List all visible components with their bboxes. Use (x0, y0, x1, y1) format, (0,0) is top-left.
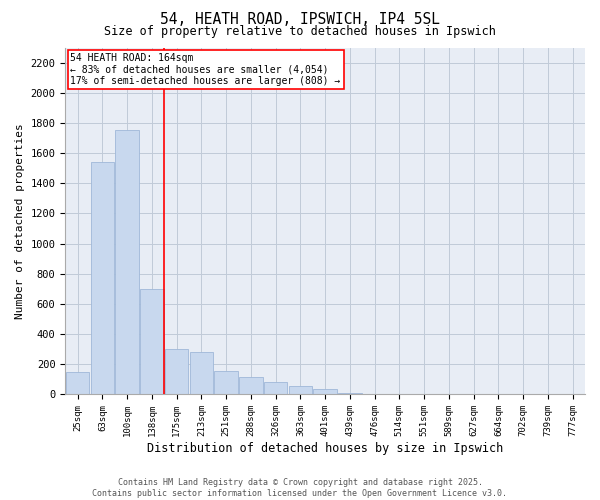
Bar (239, 377, 263, 394)
X-axis label: Distribution of detached houses by size in Ipswich: Distribution of detached houses by size … (147, 442, 503, 455)
Bar (289, 386, 312, 394)
Text: Size of property relative to detached houses in Ipswich: Size of property relative to detached ho… (104, 25, 496, 38)
Bar (91, 162, 114, 394)
Bar (140, 289, 164, 395)
Text: 54 HEATH ROAD: 164sqm
← 83% of detached houses are smaller (4,054)
17% of semi-d: 54 HEATH ROAD: 164sqm ← 83% of detached … (70, 52, 341, 86)
Bar (264, 382, 287, 394)
Bar (115, 130, 139, 394)
Y-axis label: Number of detached properties: Number of detached properties (15, 123, 25, 319)
Text: Contains HM Land Registry data © Crown copyright and database right 2025.
Contai: Contains HM Land Registry data © Crown c… (92, 478, 508, 498)
Text: 54, HEATH ROAD, IPSWICH, IP4 5SL: 54, HEATH ROAD, IPSWICH, IP4 5SL (160, 12, 440, 28)
Bar (66, 372, 89, 394)
Bar (190, 352, 213, 395)
Bar (165, 349, 188, 395)
Bar (313, 389, 337, 394)
Bar (214, 371, 238, 394)
